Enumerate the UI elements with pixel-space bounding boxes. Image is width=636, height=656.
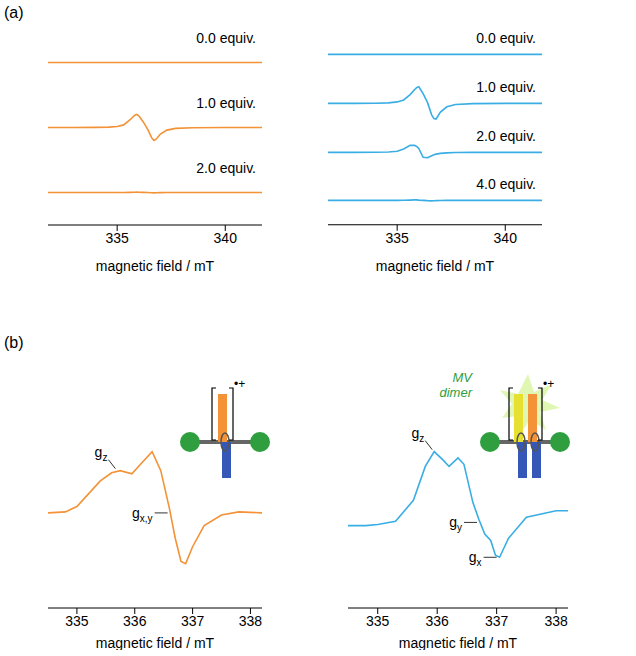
svg-text:gy: gy bbox=[449, 514, 462, 533]
svg-text:338: 338 bbox=[544, 613, 568, 629]
svg-text:337: 337 bbox=[181, 613, 205, 629]
svg-text:336: 336 bbox=[123, 613, 147, 629]
html-text:4.0 equiv.: 4.0 equiv. bbox=[476, 176, 536, 193]
svg-text:gx,y: gx,y bbox=[132, 505, 153, 524]
svg-text:335: 335 bbox=[366, 613, 390, 629]
html-text:(a): (a) bbox=[4, 4, 24, 21]
svg-text:337: 337 bbox=[485, 613, 509, 629]
html-text:1.0 equiv.: 1.0 equiv. bbox=[196, 95, 256, 111]
svg-text:MVdimer: MVdimer bbox=[439, 370, 473, 400]
html-text:2.0 equiv.: 2.0 equiv. bbox=[196, 160, 256, 176]
svg-text:338: 338 bbox=[239, 613, 263, 629]
html-text:(b): (b) bbox=[4, 334, 24, 351]
svg-text:gz: gz bbox=[411, 425, 424, 444]
html-text:1.0 equiv.: 1.0 equiv. bbox=[476, 78, 536, 95]
svg-text:•+: •+ bbox=[234, 377, 245, 391]
svg-text:gz: gz bbox=[95, 444, 108, 463]
svg-text:magnetic field / mT: magnetic field / mT bbox=[376, 258, 495, 274]
html-text:2.0 equiv.: 2.0 equiv. bbox=[476, 127, 536, 144]
svg-text:335: 335 bbox=[385, 230, 409, 246]
svg-text:340: 340 bbox=[214, 230, 238, 246]
svg-text:335: 335 bbox=[65, 613, 89, 629]
svg-text:335: 335 bbox=[105, 230, 129, 246]
svg-text:•+: •+ bbox=[543, 377, 554, 391]
svg-text:gx: gx bbox=[469, 549, 482, 568]
html-text:0.0 equiv.: 0.0 equiv. bbox=[196, 30, 256, 46]
html-text:0.0 equiv.: 0.0 equiv. bbox=[476, 30, 536, 46]
svg-text:magnetic field / mT: magnetic field / mT bbox=[96, 258, 215, 274]
svg-text:336: 336 bbox=[426, 613, 450, 629]
svg-text:magnetic field / mT: magnetic field / mT bbox=[399, 635, 518, 650]
svg-text:magnetic field / mT: magnetic field / mT bbox=[96, 635, 215, 650]
svg-text:340: 340 bbox=[494, 230, 518, 246]
